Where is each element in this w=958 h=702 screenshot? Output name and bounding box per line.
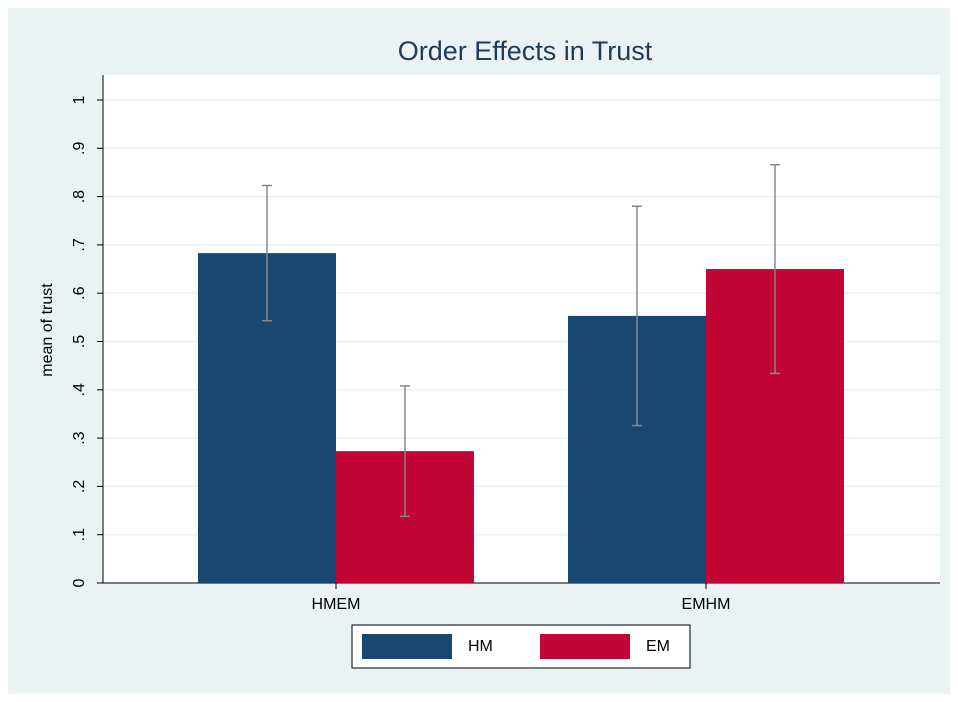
chart-title: Order Effects in Trust [398,36,653,66]
y-tick-label: 0 [71,578,88,587]
y-tick-label: .5 [71,335,88,348]
y-tick-label: .8 [71,190,88,203]
y-tick-label: .7 [71,238,88,251]
y-tick-label: .4 [71,383,88,396]
x-tick-label: EMHM [682,596,731,613]
y-axis-label: mean of trust [39,283,56,377]
legend-swatch [540,634,630,659]
x-tick-label: HMEM [312,596,361,613]
y-tick-label: .2 [71,480,88,493]
y-tick-label: 1 [71,95,88,104]
legend-label: HM [468,638,493,655]
y-tick-label: .1 [71,528,88,541]
legend-label: EM [646,638,670,655]
legend-swatch [362,634,452,659]
y-tick-label: .6 [71,286,88,299]
y-tick-label: .9 [71,142,88,155]
y-tick-label: .3 [71,431,88,444]
